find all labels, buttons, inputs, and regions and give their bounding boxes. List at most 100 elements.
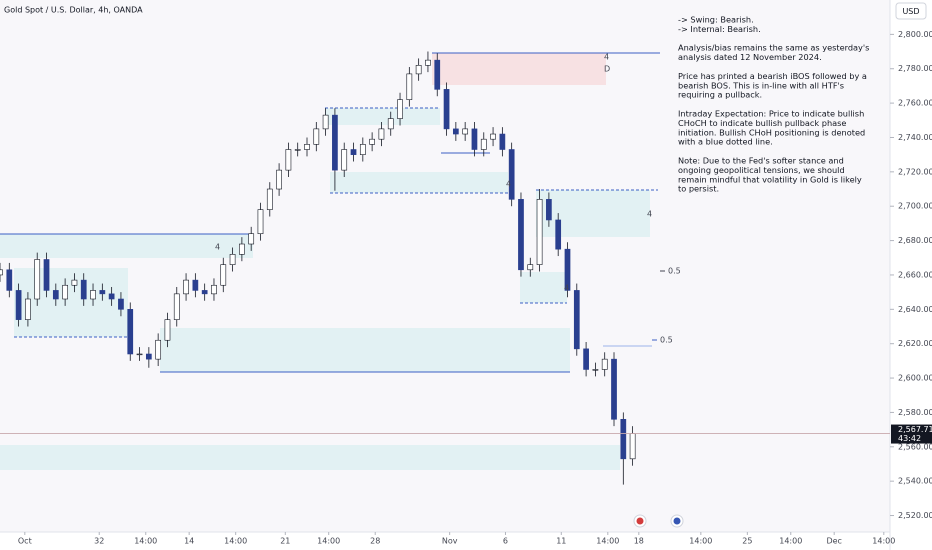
candle-body — [201, 290, 208, 295]
zones — [0, 52, 660, 470]
x-tick-label: 32 — [94, 537, 104, 546]
candle-body — [480, 138, 487, 150]
candle-body — [173, 293, 180, 320]
y-tick-label: 2,580.00 — [898, 408, 932, 417]
y-tick-label: 2,780.00 — [898, 64, 932, 73]
y-tick-label: 2,680.00 — [898, 236, 932, 245]
candle-body — [452, 128, 459, 135]
y-tick-label: 2,600.00 — [898, 374, 932, 383]
zone-label: 0.5 — [660, 336, 673, 345]
candle-body — [518, 199, 524, 271]
currency[interactable]: USD — [902, 7, 919, 16]
x-tick-label: 14:00 — [134, 537, 157, 546]
candle-body — [490, 133, 496, 140]
candle-body — [183, 279, 189, 295]
y-tick-label: 2,800.00 — [898, 30, 932, 39]
event-icons — [633, 514, 684, 528]
zone-label: 4 — [506, 180, 511, 189]
note-line: initiation. Bullish CHoH positioning is … — [678, 127, 865, 137]
candle-body — [592, 369, 599, 371]
last-price-box — [891, 424, 932, 444]
zone-label: 4 — [215, 243, 220, 252]
candle-body — [71, 279, 78, 286]
x-tick-label: 11 — [556, 537, 566, 546]
candle-body — [248, 233, 255, 245]
note-line: Analysis/bias remains the same as yester… — [678, 43, 869, 53]
candle-body — [425, 59, 431, 66]
candle-body — [415, 65, 422, 75]
chart-title: Gold Spot / U.S. Dollar, 4h, OANDA — [4, 6, 143, 15]
candle-body — [99, 290, 106, 295]
zone-label: D — [604, 65, 610, 74]
currency-button[interactable] — [895, 2, 927, 20]
candle-body — [536, 199, 543, 265]
candle-body — [397, 99, 403, 119]
note-line: bearish BOS. This is in-line with all HT… — [678, 80, 844, 90]
candle-body — [359, 144, 366, 155]
demand-zone — [14, 268, 128, 337]
zone-label: 4 — [564, 284, 569, 293]
candle-body — [118, 298, 124, 310]
candle-body — [136, 353, 143, 356]
candle-body — [229, 254, 236, 265]
x-tick-label: 14:00 — [317, 537, 340, 546]
demand-zone — [0, 445, 620, 470]
x-tick-label: 21 — [280, 537, 290, 546]
candle-body — [573, 290, 580, 350]
event-icon — [673, 517, 681, 525]
y-tick-label: 2,560.00 — [898, 442, 932, 451]
candle-body — [239, 243, 245, 255]
time-axis-background — [0, 532, 890, 550]
candle-body — [546, 199, 552, 221]
candle-body — [508, 149, 515, 200]
x-tick-label: 14:00 — [779, 537, 802, 546]
demand-zone — [330, 172, 508, 193]
x-tick-label: 14:00 — [596, 537, 619, 546]
x-tick-label: 14:00 — [872, 537, 895, 546]
y-tick-label: 2,620.00 — [898, 339, 932, 348]
note-line: -> Internal: Bearish. — [678, 24, 761, 34]
zone-label: 0.5 — [668, 267, 681, 276]
candle-body — [25, 298, 31, 320]
candle-body — [127, 309, 134, 355]
candle-body — [443, 89, 450, 130]
candle-body — [220, 264, 227, 286]
note-line: Note: Due to the Fed's softer stance and — [678, 156, 844, 166]
candle-body — [564, 248, 571, 291]
x-tick-label: 18 — [634, 537, 644, 546]
candle-body — [601, 358, 608, 370]
candle-body — [322, 114, 329, 130]
x-tick-label: 28 — [370, 537, 380, 546]
candle-body — [555, 219, 562, 250]
y-tick-label: 2,540.00 — [898, 477, 932, 486]
x-tick-label: Oct — [18, 537, 32, 546]
x-tick-label: 14:00 — [224, 537, 247, 546]
note-line: -> Swing: Bearish. — [678, 15, 754, 25]
candle-body — [294, 149, 301, 151]
candle-body — [6, 269, 13, 291]
y-tick-label: 2,520.00 — [898, 511, 932, 520]
note-line: remain mindful that volatility in Gold i… — [678, 174, 862, 184]
zone-label: 4 — [647, 210, 652, 219]
x-tick-label: 6 — [503, 537, 508, 546]
demand-zone — [160, 328, 570, 372]
note-line: ongoing geopolitical tensions, we should — [678, 165, 845, 175]
note-line: requiring a pullback. — [678, 90, 762, 100]
candle-body — [313, 128, 320, 145]
x-tick-label: 14 — [184, 537, 194, 546]
candle-body — [145, 353, 152, 360]
note-line: analysis dated 12 November 2024. — [678, 52, 822, 62]
x-tick-label: 25 — [742, 537, 752, 546]
note-line: with a blue dotted line. — [678, 137, 773, 147]
y-tick-label: 2,640.00 — [898, 305, 932, 314]
y-tick-label: 2,660.00 — [898, 270, 932, 279]
candle-body — [332, 114, 338, 171]
candle-body — [266, 188, 273, 210]
candle-body — [369, 138, 375, 145]
candle-body — [462, 128, 469, 135]
demand-zone — [536, 190, 650, 237]
y-tick-label: 2,760.00 — [898, 99, 932, 108]
zone-label: 4 — [604, 53, 609, 62]
x-tick-label: Dec — [826, 537, 841, 546]
